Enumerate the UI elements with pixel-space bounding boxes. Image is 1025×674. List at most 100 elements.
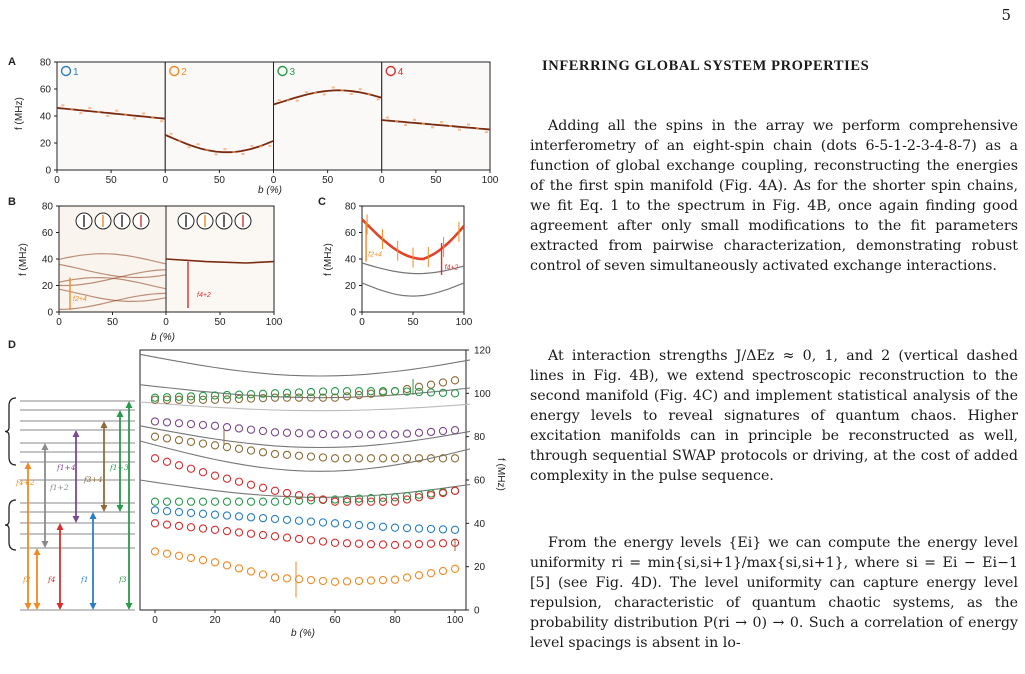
panel-d-point-series-9 (198, 391, 208, 401)
panel-b-ytick-label: 40 (42, 255, 54, 266)
panel-d-xtick-label: 80 (389, 615, 401, 626)
panel-d-point-series-1 (438, 566, 448, 576)
panel-d-point-series-6 (402, 454, 412, 463)
panel-d-point-series-3 (294, 516, 304, 525)
panel-a-speckle (178, 139, 182, 142)
panel-d-ytick-label: 60 (474, 476, 486, 487)
panel-d-point-series-7 (306, 429, 316, 438)
panel-a-speckle (413, 118, 417, 121)
panel-d-point-series-9 (438, 388, 448, 398)
panel-d-point-series-7 (150, 417, 160, 426)
panel-d-ytick-label: 80 (474, 432, 486, 443)
panel-b-xtick-label: 50 (107, 317, 119, 328)
panel-d-point-series-6 (426, 454, 436, 463)
panel-d-point-series-2 (318, 537, 328, 546)
panel-a-speckle (313, 92, 317, 95)
panel-a-ylabel: f (MHz) (14, 97, 25, 130)
panel-d-point-series-4 (162, 497, 172, 506)
panel-a-ytick-label: 80 (40, 58, 52, 69)
transition-label-7: f1+4 (56, 463, 76, 472)
panel-a-speckle (151, 116, 155, 119)
panel-a-speckle (142, 112, 146, 115)
panel-c-xtick-label: 0 (359, 317, 365, 328)
panel-a-legend-marker-1 (60, 65, 72, 77)
panel-a-speckle (61, 104, 65, 107)
panel-a-speckle (395, 120, 399, 123)
panel-d-point-series-9 (390, 387, 400, 396)
panel-a-trace-4 (381, 119, 491, 131)
panel-d-point-series-5 (366, 497, 376, 506)
arrow-head-icon (41, 443, 49, 450)
panel-d-point-series-7 (222, 422, 232, 432)
panel-d-point-series-8 (354, 390, 364, 400)
panel-a-speckle (376, 98, 380, 101)
panel-d-point-series-8 (258, 393, 268, 403)
panel-c-ytick-label: 80 (345, 202, 357, 213)
panel-d-point-series-1 (450, 564, 460, 573)
panel-a-speckle (358, 88, 362, 91)
panel-a-ytick-label: 0 (45, 166, 51, 177)
panel-d-point-series-2 (306, 536, 316, 545)
transition-label-3: f4 (47, 575, 56, 584)
panel-d-point-series-9 (318, 387, 328, 396)
manifold-brace-2 (4, 397, 17, 466)
panel-a-speckle (205, 148, 209, 151)
panel-d-point-series-6 (186, 437, 196, 447)
panel-d-point-series-7 (342, 430, 352, 439)
panel-d-point-series-8 (426, 380, 436, 389)
panel-d-point-series-6 (330, 454, 340, 463)
panel-d-point-series-6 (414, 454, 424, 463)
panel-d-point-series-6 (282, 450, 292, 460)
panel-d-ytick-label: 20 (474, 562, 486, 573)
paragraph-1: Adding all the spins in the array we per… (530, 118, 1018, 274)
arrow-head-icon (89, 512, 97, 519)
panel-c-annotation-1: f2+4 (368, 251, 382, 258)
panel-c-ytick-label: 40 (345, 255, 357, 266)
panel-c-ytick-label: 60 (345, 228, 357, 239)
panel-d-point-series-2 (438, 539, 448, 548)
panel-a-speckle (70, 108, 74, 111)
panel-d-point-series-5 (390, 497, 400, 506)
panel-b-ylabel: f (MHz) (18, 243, 29, 276)
panel-a-speckle (79, 112, 83, 115)
panel-d-point-series-9 (414, 387, 424, 397)
panel-d-point-series-1 (270, 573, 280, 582)
panel-d-point-series-8 (234, 394, 244, 404)
panel-d-point-series-3 (234, 512, 244, 521)
panel-a-legend-marker-3 (277, 65, 288, 77)
panel-d-point-series-7 (174, 419, 184, 428)
panel-d-point-series-9 (426, 388, 436, 397)
panel-a-xlabel: b (%) (258, 185, 282, 196)
panel-d-point-series-3 (378, 522, 388, 531)
panel-d-point-series-7 (282, 428, 292, 437)
panel-b-trace (58, 269, 167, 287)
arrow-head-icon (33, 548, 41, 555)
arrow-head-icon (72, 516, 80, 523)
panel-d-point-series-8 (366, 389, 376, 398)
panel-b-ytick-label: 60 (42, 228, 54, 239)
panel-d-point-series-9 (366, 387, 376, 396)
panel-a-speckle (259, 145, 263, 148)
panel-d-point-series-5 (210, 471, 220, 480)
arrow-head-icon (56, 523, 64, 530)
panel-d-point-series-5 (402, 495, 412, 504)
transition-label-5: f3 (118, 575, 127, 584)
panel-a-speckle (404, 123, 408, 126)
panel-d-point-series-4 (258, 497, 268, 506)
panel-d-point-series-7 (234, 424, 244, 433)
panel-d-ytick-label: 100 (474, 389, 491, 400)
panel-d-xtick-label: 20 (209, 615, 221, 626)
panel-d-point-series-1 (282, 574, 292, 583)
panel-d-point-series-8 (174, 395, 184, 404)
panel-b-trace (58, 288, 167, 302)
panel-d-point-series-9 (378, 387, 388, 396)
panel-d-point-series-4 (306, 496, 316, 505)
panel-d-point-series-6 (366, 454, 376, 463)
panel-a-speckle (124, 113, 128, 116)
panel-d-point-series-2 (150, 519, 160, 528)
panel-d-ytick-label: 120 (474, 346, 491, 357)
panel-d-point-series-9 (186, 392, 196, 401)
panel-d-point-series-8 (210, 395, 220, 404)
panel-a-speckle (304, 91, 308, 94)
